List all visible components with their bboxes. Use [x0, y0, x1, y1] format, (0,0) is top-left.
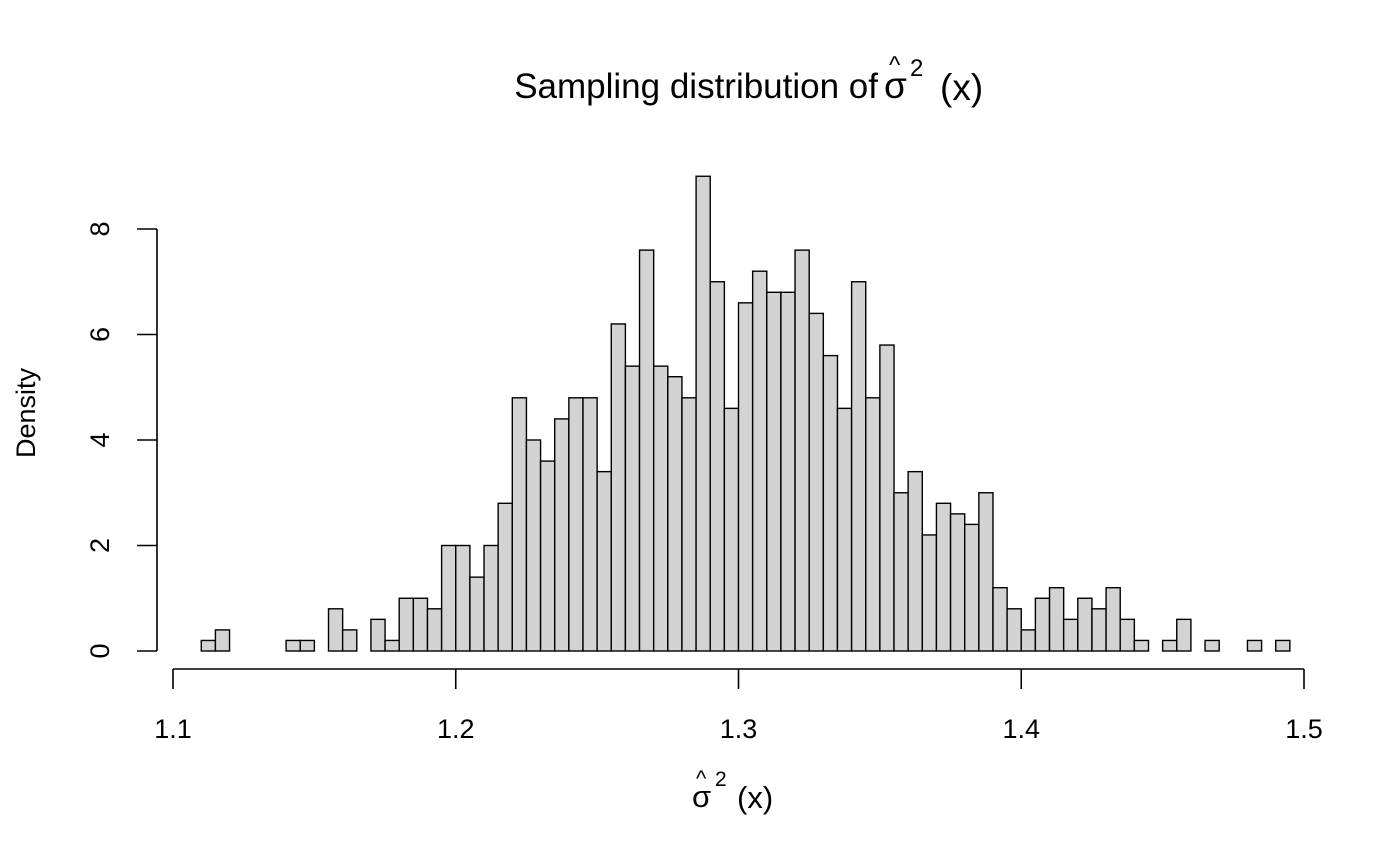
histogram-bar	[992, 587, 1008, 652]
title-superscript: 2	[910, 55, 923, 82]
x-axis-label: σ ^ 2 (x)	[692, 766, 773, 815]
histogram-bar	[1034, 597, 1051, 652]
histogram-bar	[1119, 618, 1136, 652]
histogram-bar	[200, 639, 217, 652]
histogram-bar	[299, 639, 316, 652]
histogram-bar	[723, 407, 740, 652]
chart-title: Sampling distribution of σ ^ 2 (x)	[514, 52, 983, 108]
histogram-bar	[582, 397, 598, 652]
histogram-bar	[850, 281, 867, 652]
histogram-bar	[836, 407, 853, 652]
histogram-bar	[624, 365, 641, 652]
histogram-bar	[1062, 618, 1079, 652]
histogram-bar	[766, 291, 782, 652]
histogram-bar	[949, 513, 966, 652]
histogram-bar	[652, 365, 669, 652]
histogram-bar	[1204, 639, 1220, 652]
histogram-bar	[681, 397, 697, 652]
histogram-bar	[907, 470, 923, 652]
histogram-bar	[921, 534, 938, 652]
x-tick-label: 1.2	[437, 714, 475, 744]
histogram-bar	[426, 608, 443, 652]
x-tick-label: 1.5	[1285, 714, 1323, 744]
histogram-bar	[285, 639, 301, 652]
histogram-bar	[412, 597, 429, 652]
title-hat: ^	[889, 52, 901, 79]
histogram-bar	[808, 312, 825, 652]
histogram-bar	[978, 492, 994, 652]
x-tick-label: 1.4	[1002, 714, 1040, 744]
histogram-bar	[483, 544, 499, 652]
histogram-bar	[539, 460, 556, 652]
histogram-bar	[1091, 608, 1107, 652]
x-axis: 1.1 1.2 1.3 1.4 1.5	[154, 668, 1323, 744]
histogram-bar	[893, 492, 909, 652]
histogram-bar	[822, 354, 839, 652]
histogram-bar	[384, 639, 400, 652]
histogram-bar	[1161, 639, 1178, 652]
xlabel-superscript: 2	[715, 768, 727, 791]
histogram-bar	[1020, 629, 1037, 652]
histogram-bar	[964, 523, 980, 652]
histogram-bar	[695, 175, 711, 652]
histogram-bar	[879, 344, 895, 652]
histogram-bar	[737, 302, 754, 652]
xlabel-suffix: (x)	[737, 780, 773, 815]
histogram-bar	[1048, 587, 1065, 652]
histogram-bar	[1006, 608, 1022, 652]
x-tick-label: 1.1	[154, 714, 192, 744]
histogram-bar	[554, 418, 570, 652]
histogram-bar	[370, 618, 386, 652]
histogram-bar	[638, 249, 655, 652]
xlabel-hat: ^	[696, 766, 707, 791]
histogram-bar	[1176, 618, 1192, 652]
y-tick-label: 0	[85, 643, 115, 658]
y-tick-label: 2	[85, 538, 115, 553]
histogram-bar	[1105, 587, 1121, 652]
histogram-bar	[709, 281, 726, 652]
histogram-bars	[200, 175, 1291, 652]
histogram-bar	[596, 470, 612, 652]
histogram-bar	[525, 439, 542, 652]
histogram-bar	[398, 597, 415, 652]
xlabel-sigma: σ	[692, 779, 711, 814]
y-tick-label: 4	[85, 432, 115, 447]
histogram-bar	[440, 544, 457, 652]
y-axis: 0 2 4 6 8	[85, 221, 158, 659]
y-tick-label: 8	[85, 221, 115, 236]
histogram-bar	[497, 502, 514, 652]
histogram-bar	[214, 629, 231, 652]
histogram-bar	[780, 291, 796, 652]
y-tick-label: 6	[85, 327, 115, 342]
histogram-bar	[935, 502, 952, 652]
histogram-bar	[751, 270, 768, 652]
histogram-bar	[1133, 639, 1150, 652]
histogram-bar	[667, 376, 683, 652]
histogram-bar	[1275, 639, 1291, 652]
histogram-bar	[511, 397, 528, 652]
title-suffix: (x)	[940, 67, 983, 108]
title-prefix: Sampling distribution of	[514, 67, 878, 106]
histogram-bar	[1077, 597, 1093, 652]
histogram-bar	[1246, 639, 1263, 652]
histogram-bar	[327, 608, 344, 652]
histogram-bar	[865, 397, 881, 652]
histogram-bar	[469, 576, 485, 652]
histogram-bar	[455, 544, 471, 652]
x-tick-label: 1.3	[720, 714, 758, 744]
title-sigma: σ	[884, 65, 907, 106]
y-axis-label: Density	[11, 367, 41, 458]
histogram-bar	[610, 323, 627, 652]
histogram-bar	[794, 249, 810, 652]
histogram-bar	[568, 397, 584, 652]
histogram-bar	[341, 629, 358, 652]
